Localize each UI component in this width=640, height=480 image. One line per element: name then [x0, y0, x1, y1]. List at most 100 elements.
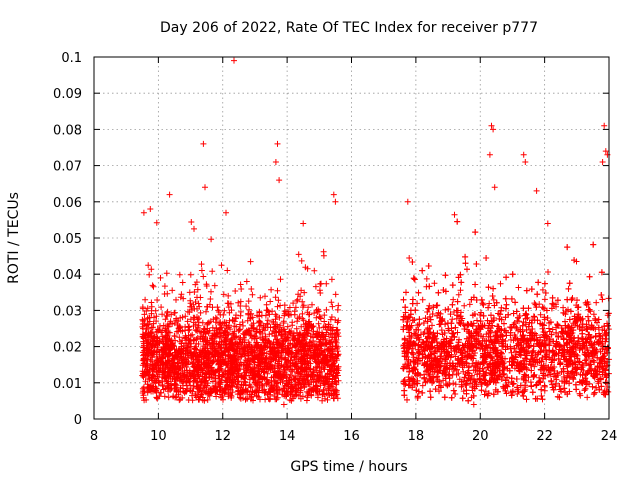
data-point [200, 355, 207, 362]
data-point [262, 293, 268, 300]
data-point [228, 382, 235, 389]
data-point [220, 311, 227, 318]
data-point [303, 351, 310, 358]
data-point [419, 296, 426, 303]
data-point [462, 260, 469, 267]
data-point [490, 285, 497, 292]
data-point [414, 393, 421, 400]
data-point [169, 340, 176, 346]
data-point [150, 338, 157, 345]
data-point [329, 378, 336, 385]
data-point [171, 370, 178, 377]
data-point [298, 257, 305, 264]
data-point [520, 388, 527, 395]
data-point [449, 282, 456, 289]
data-point [406, 365, 413, 372]
data-point [304, 388, 310, 395]
chart-title: Day 206 of 2022, Rate Of TEC Index for r… [160, 20, 538, 36]
data-point [201, 336, 208, 342]
data-point [206, 327, 213, 334]
data-point [275, 363, 282, 370]
data-point [497, 349, 504, 356]
data-point [589, 383, 596, 390]
data-point [329, 324, 336, 331]
data-point [209, 268, 216, 275]
data-point [318, 349, 325, 356]
data-point [160, 361, 167, 367]
data-point [332, 291, 339, 298]
data-point [168, 385, 175, 392]
data-point [237, 303, 244, 309]
data-point [242, 332, 249, 339]
data-point [198, 261, 205, 268]
data-point [507, 329, 514, 336]
data-point [400, 365, 407, 372]
data-point [179, 394, 186, 401]
data-point [299, 298, 306, 305]
data-point [266, 396, 273, 403]
data-point [180, 342, 187, 349]
data-point [144, 369, 151, 376]
data-point [323, 280, 330, 287]
data-point [139, 372, 146, 379]
data-point [206, 301, 213, 308]
data-point [159, 368, 166, 375]
data-point [192, 327, 199, 334]
data-point [212, 372, 219, 379]
data-point [232, 288, 239, 294]
data-point [508, 295, 515, 302]
data-point [292, 392, 299, 399]
data-point [164, 351, 170, 358]
data-point [148, 324, 155, 331]
data-point [301, 376, 308, 383]
data-point [321, 391, 328, 398]
data-point [309, 371, 316, 378]
data-point [431, 280, 438, 287]
data-point [294, 315, 301, 322]
data-point [211, 282, 218, 289]
data-point [292, 373, 299, 379]
data-point [257, 347, 264, 354]
data-point [297, 331, 304, 338]
data-point [148, 352, 155, 359]
data-point [203, 308, 209, 315]
data-point [285, 337, 292, 344]
data-point [324, 378, 331, 385]
data-point [316, 339, 323, 346]
data-point [423, 338, 430, 345]
data-point [307, 385, 314, 392]
data-point [263, 355, 270, 361]
data-point [153, 378, 160, 384]
data-point [228, 342, 235, 348]
data-point [191, 225, 197, 232]
data-point [177, 384, 184, 391]
data-point [158, 389, 165, 396]
data-point [458, 279, 465, 286]
data-point [549, 381, 556, 388]
data-point [471, 335, 478, 342]
data-point [231, 323, 238, 330]
data-point [185, 340, 192, 347]
data-point [489, 293, 496, 299]
data-point [222, 352, 229, 359]
data-point [490, 296, 497, 303]
data-point [560, 304, 567, 311]
data-point [320, 248, 327, 255]
data-point [280, 338, 287, 345]
data-point [316, 374, 323, 381]
data-point [291, 311, 298, 318]
data-point [195, 322, 202, 329]
data-point [171, 382, 178, 388]
data-point [191, 364, 198, 371]
data-point [162, 316, 169, 323]
data-point [163, 270, 170, 277]
data-point [444, 382, 451, 389]
data-point [512, 299, 519, 306]
data-point [267, 366, 274, 373]
data-point [485, 304, 492, 311]
data-point [152, 307, 159, 314]
data-point [163, 377, 170, 384]
data-point [197, 309, 204, 316]
data-point [179, 362, 186, 369]
data-point [198, 348, 205, 355]
